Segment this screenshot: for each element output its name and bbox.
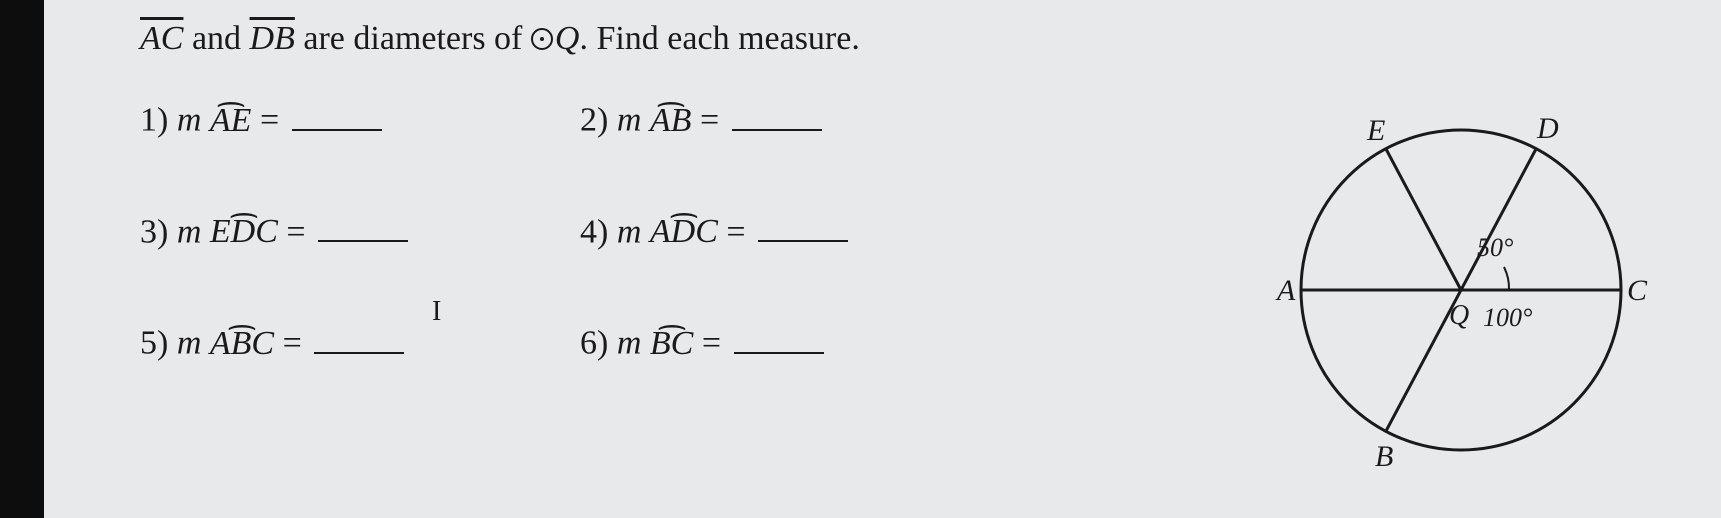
- arc-edc: EDC: [210, 213, 278, 251]
- arc-bc: BC: [650, 325, 693, 363]
- svg-text:Q: Q: [1449, 300, 1469, 331]
- equals: =: [691, 102, 727, 139]
- measure-m: m: [177, 325, 210, 362]
- answer-blank: [314, 321, 404, 354]
- problem-5: 5) m ABC =: [140, 321, 570, 363]
- answer-blank: [734, 321, 824, 354]
- svg-text:A: A: [1275, 274, 1296, 307]
- instruction-text-2: are diameters of: [295, 20, 531, 57]
- problem-3: 3) m EDC =: [140, 210, 570, 252]
- measure-m: m: [177, 102, 210, 139]
- problem-4: 4) m ADC =: [580, 210, 1010, 252]
- problem-2: 2) m AB =: [580, 98, 1010, 140]
- equals: =: [278, 213, 314, 250]
- problem-number: 5): [140, 325, 177, 362]
- svg-text:50°: 50°: [1477, 233, 1513, 262]
- circle-symbol-icon: [531, 28, 553, 50]
- answer-blank: [732, 98, 822, 131]
- answer-blank: [318, 210, 408, 243]
- equals: =: [251, 102, 287, 139]
- problem-6: 6) m BC =: [580, 321, 1010, 363]
- problem-number: 2): [580, 102, 617, 139]
- arc-ae: AE: [210, 102, 252, 140]
- instruction-text-1: and: [183, 20, 249, 57]
- svg-text:C: C: [1627, 274, 1648, 307]
- instruction-line: AC and DB are diameters of Q. Find each …: [140, 20, 1721, 58]
- circle-q-figure: A C E D B 50° 100° Q: [1271, 90, 1651, 495]
- problem-number: 1): [140, 102, 177, 139]
- arc-ab: AB: [650, 102, 692, 140]
- problem-number: 4): [580, 213, 617, 250]
- segment-db: DB: [250, 20, 295, 57]
- measure-m: m: [617, 325, 650, 362]
- text-cursor-icon: I: [432, 296, 441, 328]
- svg-text:100°: 100°: [1483, 303, 1532, 332]
- equals: =: [718, 213, 754, 250]
- measure-m: m: [617, 213, 650, 250]
- svg-text:E: E: [1366, 114, 1385, 147]
- problem-number: 6): [580, 325, 617, 362]
- instruction-text-3: . Find each measure.: [579, 20, 859, 57]
- segment-ac: AC: [140, 20, 183, 57]
- arc-abc: ABC: [210, 325, 274, 363]
- problem-number: 3): [140, 213, 177, 250]
- circle-diagram-svg: A C E D B 50° 100° Q: [1271, 90, 1651, 490]
- measure-m: m: [177, 213, 210, 250]
- worksheet-page: AC and DB are diameters of Q. Find each …: [0, 0, 1721, 518]
- equals: =: [274, 325, 310, 362]
- svg-text:B: B: [1375, 440, 1393, 473]
- measure-m: m: [617, 102, 650, 139]
- equals: =: [693, 325, 729, 362]
- circle-q-label: Q: [555, 20, 580, 57]
- problem-1: 1) m AE =: [140, 98, 570, 140]
- svg-text:D: D: [1536, 112, 1559, 145]
- answer-blank: [292, 98, 382, 131]
- answer-blank: [758, 210, 848, 243]
- arc-adc: ADC: [650, 213, 718, 251]
